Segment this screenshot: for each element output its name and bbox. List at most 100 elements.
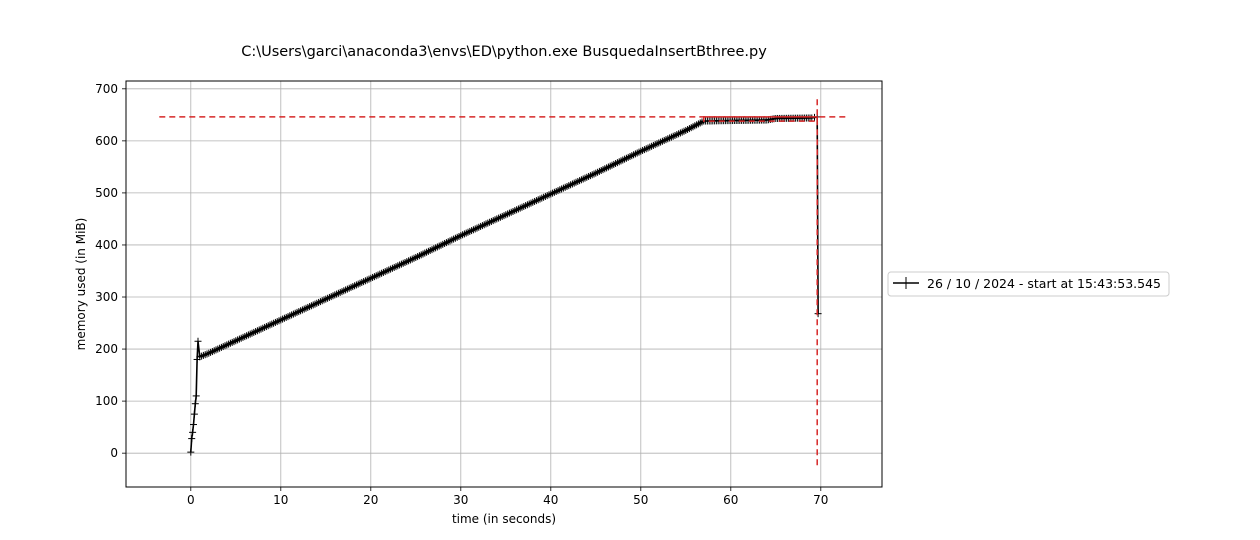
data-point	[415, 252, 423, 260]
y-tick-label: 600	[95, 134, 118, 148]
data-point	[534, 196, 542, 204]
data-point	[583, 173, 591, 181]
y-tick-label: 500	[95, 186, 118, 200]
data-point	[581, 174, 589, 182]
data-point	[271, 318, 279, 326]
data-point	[459, 231, 467, 239]
data-point	[595, 167, 603, 175]
x-axis-label: time (in seconds)	[452, 512, 556, 526]
data-point	[410, 254, 418, 262]
data-point	[293, 308, 301, 316]
data-point	[640, 146, 648, 154]
data-point	[567, 181, 575, 189]
data-point	[297, 307, 305, 315]
y-tick-label: 700	[95, 82, 118, 96]
data-point	[604, 163, 612, 171]
data-point	[334, 289, 342, 297]
grid	[126, 81, 882, 487]
data-point	[511, 207, 519, 215]
data-point	[190, 421, 197, 429]
data-point	[199, 351, 207, 359]
data-point	[401, 258, 409, 266]
data-point	[608, 161, 616, 169]
data-point	[466, 227, 474, 235]
data-point	[502, 211, 510, 219]
data-point	[417, 251, 425, 259]
data-point	[284, 313, 292, 321]
data-point	[217, 343, 225, 351]
data-point	[655, 139, 663, 147]
data-point	[311, 300, 319, 308]
data-point	[525, 200, 533, 208]
data-point	[325, 293, 333, 301]
data-point	[383, 267, 391, 275]
data-point	[342, 286, 350, 294]
data-point	[219, 343, 227, 351]
data-point	[658, 137, 666, 145]
data-point	[538, 194, 546, 202]
data-point	[385, 266, 393, 274]
data-point	[203, 350, 211, 358]
data-point	[561, 183, 569, 191]
data-point	[216, 344, 224, 352]
data-point	[333, 290, 341, 298]
data-point	[477, 222, 485, 230]
data-point	[453, 233, 461, 241]
peak-bracket	[703, 116, 818, 122]
data-point	[505, 209, 513, 217]
data-point	[232, 337, 240, 345]
data-point	[563, 182, 571, 190]
data-point	[590, 170, 598, 178]
data-point	[532, 197, 540, 205]
series-line	[190, 115, 819, 453]
data-point	[331, 291, 339, 299]
data-point	[514, 205, 522, 213]
legend-box	[887, 271, 1170, 297]
data-point	[433, 243, 441, 251]
data-point	[682, 126, 690, 134]
data-point	[252, 328, 260, 336]
data-point	[388, 264, 396, 272]
x-tick-label: 20	[363, 493, 378, 507]
data-point	[586, 172, 594, 180]
data-point	[212, 346, 220, 354]
data-point	[286, 312, 294, 320]
data-point	[351, 282, 359, 290]
data-point	[316, 298, 324, 306]
data-point	[522, 202, 530, 210]
data-point	[248, 329, 256, 337]
data-point	[624, 153, 632, 161]
data-point	[450, 235, 458, 243]
data-point	[226, 339, 234, 347]
y-axis-label: memory used (in MiB)	[74, 218, 88, 351]
data-point	[367, 274, 375, 282]
data-point	[468, 227, 476, 235]
data-point	[437, 241, 445, 249]
data-point	[574, 177, 582, 185]
data-point	[619, 156, 627, 164]
data-point	[696, 119, 704, 127]
data-point	[646, 143, 654, 151]
data-point	[585, 172, 593, 180]
data-point	[550, 188, 558, 196]
data-point	[190, 410, 198, 418]
data-point	[588, 171, 596, 179]
data-point	[606, 162, 614, 170]
data-point	[392, 263, 400, 271]
data-point	[469, 226, 477, 234]
data-point	[374, 271, 382, 279]
data-point	[628, 152, 636, 160]
data-point	[442, 239, 450, 247]
data-point	[354, 280, 362, 288]
data-point	[225, 340, 233, 348]
data-point	[441, 239, 449, 247]
data-point	[617, 157, 625, 165]
data-point	[439, 240, 447, 248]
data-point	[309, 301, 317, 309]
annotations	[159, 99, 848, 469]
data-point	[259, 324, 267, 332]
data-point	[689, 123, 697, 131]
data-point	[662, 136, 670, 144]
data-point	[694, 120, 702, 128]
